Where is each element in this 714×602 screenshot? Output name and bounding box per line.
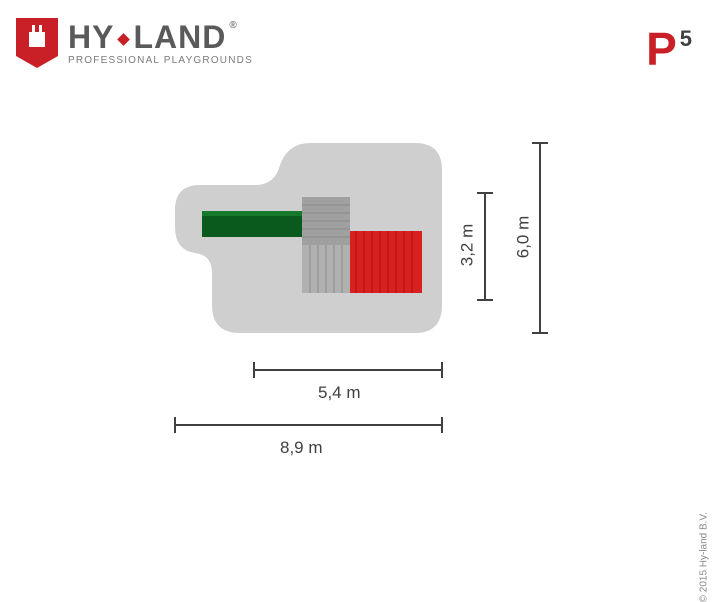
platform-component (302, 197, 350, 293)
trademark-icon: ® (229, 20, 237, 31)
brand-tagline: PROFESSIONAL PLAYGROUNDS (68, 55, 253, 66)
diamond-icon (118, 33, 131, 46)
shield-icon (16, 18, 58, 68)
product-code: P 5 (646, 26, 692, 72)
product-code-number: 5 (680, 26, 692, 52)
copyright-text: © 2015 Hy-land B.V. (698, 512, 709, 602)
plan-diagram: 5,4 m 8,9 m 3,2 m 6,0 m (140, 135, 620, 495)
product-code-letter: P (646, 26, 677, 72)
dim-width-outer: 8,9 m (280, 438, 323, 458)
brand-name-part1: HY (68, 19, 114, 55)
dim-height-inner: 3,2 m (457, 224, 477, 267)
slide-highlight (202, 211, 302, 216)
logo-text-block: HY LAND® PROFESSIONAL PLAYGROUNDS (68, 21, 253, 66)
brand-logo: HY LAND® PROFESSIONAL PLAYGROUNDS (16, 18, 253, 68)
dim-height-outer: 6,0 m (513, 216, 533, 259)
roof-component (350, 231, 422, 293)
brand-name-part2: LAND (133, 19, 226, 55)
brand-name: HY LAND® (68, 21, 253, 53)
dim-width-inner: 5,4 m (318, 383, 361, 403)
plan-svg (140, 135, 620, 505)
